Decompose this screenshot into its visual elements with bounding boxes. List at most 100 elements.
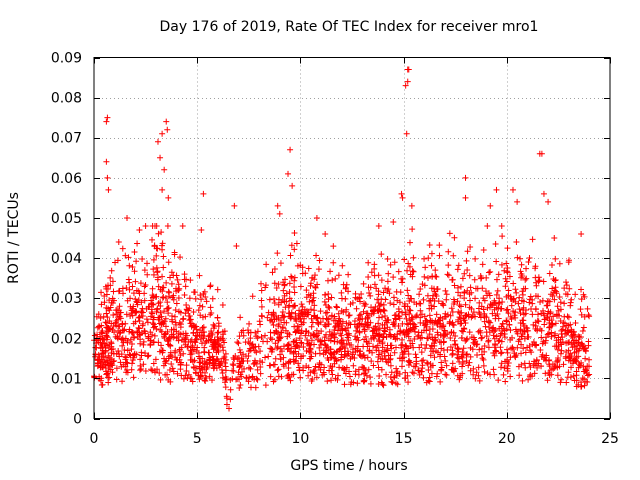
data-point — [120, 290, 127, 297]
data-point — [405, 321, 412, 328]
data-point — [405, 333, 412, 340]
data-point — [164, 305, 171, 312]
data-point — [131, 249, 138, 256]
data-point — [165, 194, 172, 201]
data-point — [370, 325, 377, 332]
data-point — [390, 319, 397, 326]
data-point — [131, 268, 138, 275]
data-point — [235, 369, 242, 376]
data-point — [104, 314, 111, 321]
data-point — [525, 376, 532, 383]
data-point — [346, 368, 353, 375]
data-point — [162, 315, 169, 322]
x-tick-labels: 0 5 10 15 20 25 — [90, 431, 619, 447]
data-point — [440, 331, 447, 338]
data-point — [275, 366, 282, 373]
y-tick-label: 0.07 — [51, 131, 82, 147]
data-point — [568, 328, 575, 335]
data-point — [275, 281, 282, 288]
data-point — [446, 230, 453, 237]
data-point — [551, 287, 558, 294]
data-point — [207, 311, 214, 318]
data-point — [290, 358, 297, 365]
data-point — [380, 301, 387, 308]
data-point — [283, 319, 290, 326]
data-point — [349, 346, 356, 353]
data-point — [461, 295, 468, 302]
data-point — [229, 367, 236, 374]
data-point — [429, 326, 436, 333]
data-point — [479, 355, 486, 362]
data-point — [410, 344, 417, 351]
data-point — [387, 261, 394, 268]
data-point — [342, 345, 349, 352]
data-point — [405, 345, 412, 352]
data-point — [485, 338, 492, 345]
data-point — [214, 286, 221, 293]
data-point — [255, 343, 262, 350]
data-point — [404, 287, 411, 294]
data-point — [140, 361, 147, 368]
data-point — [98, 289, 105, 296]
data-point — [237, 314, 244, 321]
data-point — [125, 276, 132, 283]
data-point — [376, 372, 383, 379]
data-point — [568, 296, 575, 303]
data-point — [312, 284, 319, 291]
data-point — [155, 230, 162, 237]
data-point — [210, 321, 217, 328]
data-point — [521, 360, 528, 367]
data-point — [534, 364, 541, 371]
data-point — [168, 360, 175, 367]
data-point — [285, 303, 292, 310]
data-point — [401, 331, 408, 338]
data-point — [175, 281, 182, 288]
data-point — [501, 334, 508, 341]
data-point — [235, 340, 242, 347]
data-point — [532, 274, 539, 281]
data-point — [367, 284, 374, 291]
data-point — [529, 311, 536, 318]
data-point — [113, 365, 120, 372]
data-point — [403, 315, 410, 322]
data-point — [460, 325, 467, 332]
data-point — [162, 295, 169, 302]
data-point — [478, 345, 485, 352]
data-point — [437, 378, 444, 385]
data-point — [544, 315, 551, 322]
data-point — [375, 291, 382, 298]
data-point — [517, 268, 524, 275]
data-point — [128, 309, 135, 316]
data-point — [558, 376, 565, 383]
data-point — [241, 365, 248, 372]
data-point — [416, 291, 423, 298]
data-point — [468, 334, 475, 341]
data-point — [314, 319, 321, 326]
data-point — [549, 321, 556, 328]
data-point — [542, 337, 549, 344]
data-point — [424, 360, 431, 367]
data-point — [543, 352, 550, 359]
data-point — [203, 338, 210, 345]
data-point — [544, 302, 551, 309]
data-point — [127, 336, 134, 343]
data-point — [253, 333, 260, 340]
data-point — [149, 236, 156, 243]
data-point — [451, 234, 458, 241]
data-point — [408, 327, 415, 334]
data-point — [288, 273, 295, 280]
data-point — [287, 252, 294, 259]
data-point — [577, 306, 584, 313]
data-point — [578, 311, 585, 318]
data-point — [460, 345, 467, 352]
data-point — [156, 369, 163, 376]
data-point — [522, 276, 529, 283]
data-point — [345, 271, 352, 278]
data-point — [277, 260, 284, 267]
data-point — [482, 323, 489, 330]
data-point — [516, 306, 523, 313]
data-point — [418, 341, 425, 348]
data-point — [139, 255, 146, 262]
data-point — [477, 327, 484, 334]
data-point — [518, 361, 525, 368]
